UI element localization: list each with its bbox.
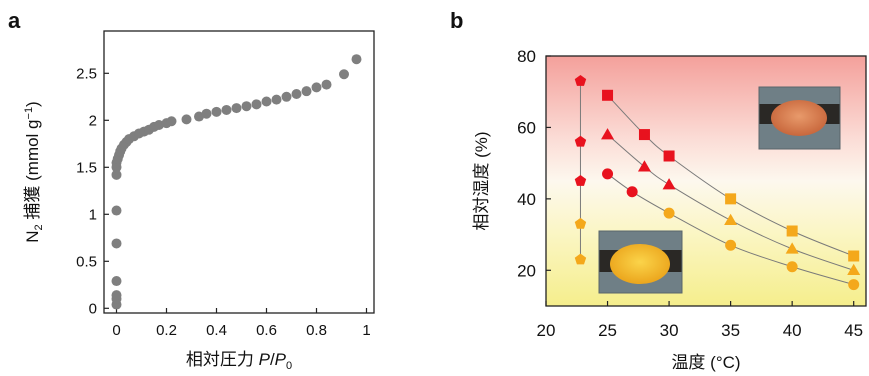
data-point (111, 276, 122, 287)
pentagon-marker (574, 217, 587, 229)
data-point (154, 120, 164, 130)
panel-a-data-points (111, 54, 362, 310)
x-tick-label: 0 (112, 322, 120, 339)
circle-marker (786, 261, 798, 273)
data-point (301, 86, 312, 97)
data-point (311, 82, 322, 93)
data-point (211, 106, 222, 117)
yellow-crystal-photo (598, 230, 683, 294)
y-tick-label: 20 (517, 261, 536, 280)
data-point (181, 114, 192, 125)
x-tick-label: 25 (598, 321, 617, 340)
square-marker (602, 89, 614, 101)
triangle-marker (724, 213, 738, 226)
circle-marker (602, 168, 614, 180)
y-tick-label: 40 (517, 190, 536, 209)
panel-b-data-points (574, 75, 861, 291)
x-tick-label: 30 (660, 321, 679, 340)
square-marker (663, 150, 675, 162)
data-point (241, 101, 252, 112)
triangle-marker (637, 160, 651, 172)
x-tick-label: 0.2 (156, 322, 177, 339)
data-point (281, 91, 292, 102)
pentagon-marker (574, 253, 587, 265)
panel-a-axes: 0 0.2 0.4 0.6 0.8 1 0 0.5 1 1.5 2 2.5 (76, 65, 371, 339)
pentagon-marker (574, 135, 587, 147)
y-tick-label: 2.5 (76, 65, 97, 82)
y-tick-label: 60 (517, 118, 536, 137)
data-point (339, 69, 349, 80)
data-point (111, 290, 122, 301)
data-point (351, 54, 362, 65)
data-point (221, 104, 232, 115)
x-tick-label: 45 (844, 321, 863, 340)
data-point (261, 96, 272, 107)
x-tick-label: 35 (721, 321, 740, 340)
data-point (111, 205, 122, 216)
y-tick-label: 1.5 (76, 159, 97, 176)
data-point (201, 108, 212, 119)
x-tick-label: 40 (783, 321, 802, 340)
panel-b-x-axis-label: 温度 (°C) (671, 353, 740, 372)
triangle-marker (847, 263, 861, 276)
data-point (251, 99, 262, 110)
square-marker (638, 129, 650, 141)
panel-a: a 0 0.2 0.4 0.6 0.8 1 0 0.5 1 1.5 2 2.5 相対圧力 P/P0 N… (8, 8, 375, 372)
circle-marker (725, 239, 737, 251)
data-point (291, 88, 302, 99)
panel-a-y-axis-label: N2 捕獲 (mmol g−1) (23, 101, 45, 242)
panel-b-label: b (450, 8, 463, 33)
panel-b: b 20 25 30 35 40 45 20 40 60 80 温度 (°C) 相対湿度 (%) (450, 8, 867, 372)
x-tick-label: 0.6 (256, 322, 277, 339)
square-marker (848, 250, 860, 262)
x-tick-label: 0.8 (306, 322, 327, 339)
data-point (111, 169, 122, 180)
panel-a-x-axis-label: 相対圧力 P/P0 (186, 350, 292, 372)
pentagon-marker (574, 175, 587, 186)
y-tick-label: 1 (89, 206, 97, 223)
data-point (231, 103, 242, 114)
pentagon-marker (574, 75, 587, 86)
x-tick-label: 1 (362, 322, 370, 339)
panel-b-y-axis-label: 相対湿度 (%) (472, 131, 491, 230)
circle-marker (663, 207, 675, 219)
circle-marker (626, 186, 638, 198)
data-point (321, 79, 332, 90)
square-marker (725, 193, 737, 205)
square-marker (786, 225, 798, 237)
triangle-marker (662, 178, 676, 190)
data-point (166, 116, 177, 127)
data-point (271, 94, 282, 105)
orange-crystal-photo (758, 86, 841, 150)
panel-a-plot-frame (103, 30, 375, 314)
x-tick-label: 20 (537, 321, 556, 340)
panel-b-plot-frame (545, 55, 867, 307)
data-point (194, 111, 204, 122)
circle-marker (848, 279, 860, 291)
panel-b-axes: 20 25 30 35 40 45 20 40 60 80 (517, 47, 863, 340)
y-tick-label: 0.5 (76, 253, 97, 270)
panel-a-label: a (8, 8, 21, 33)
triangle-marker (601, 128, 615, 140)
y-tick-label: 80 (517, 47, 536, 66)
triangle-marker (785, 242, 799, 254)
y-tick-label: 2 (89, 112, 97, 129)
x-tick-label: 0.4 (206, 322, 227, 339)
y-tick-label: 0 (89, 300, 97, 317)
data-point (111, 238, 122, 249)
